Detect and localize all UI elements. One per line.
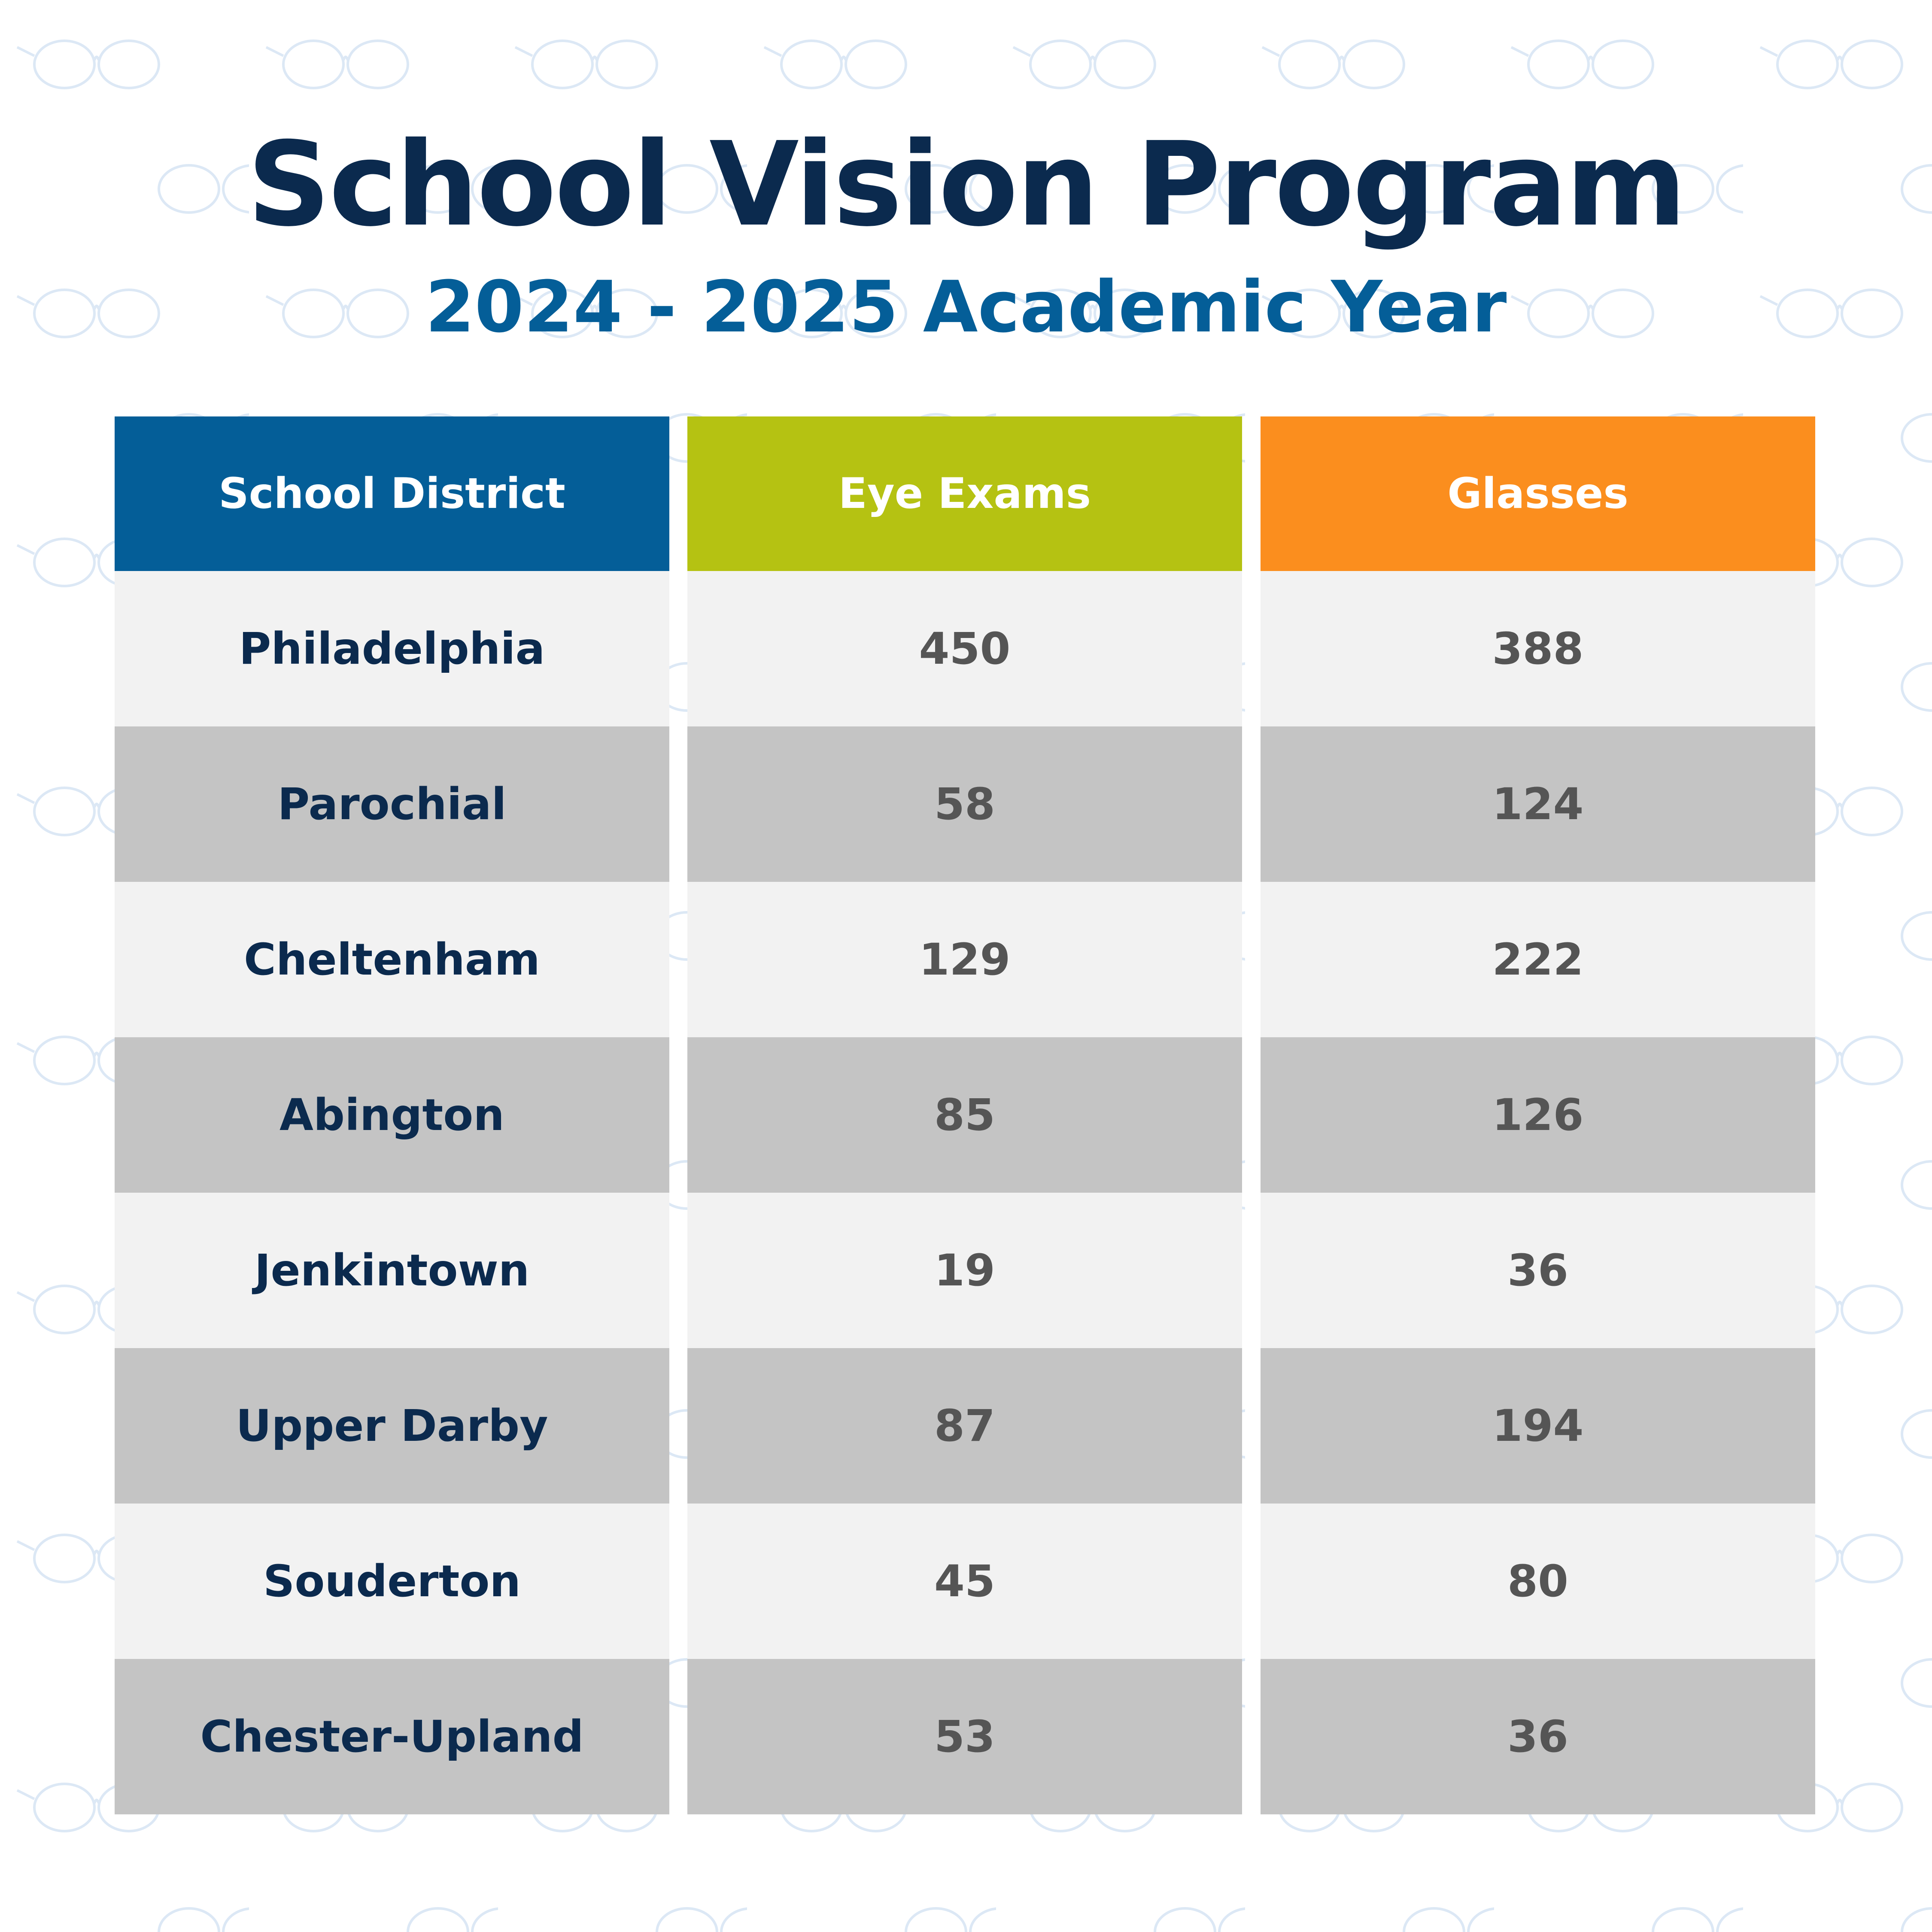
district-name: Souderton: [115, 1504, 669, 1659]
count-cell: 36: [1261, 1659, 1815, 1814]
count-cell: 124: [1261, 726, 1815, 882]
count-cell: 53: [687, 1659, 1242, 1814]
district-name: Parochial: [115, 726, 669, 882]
count-cell: 58: [687, 726, 1242, 882]
district-name: Chester-Upland: [115, 1659, 669, 1814]
district-name: Philadelphia: [115, 571, 669, 726]
count-cell: 129: [687, 882, 1242, 1037]
count-cell: 85: [687, 1037, 1242, 1193]
district-name: Cheltenham: [115, 882, 669, 1037]
count-cell: 36: [1261, 1193, 1815, 1348]
column-header: Glasses: [1261, 416, 1815, 571]
district-name: Jenkintown: [115, 1193, 669, 1348]
count-cell: 19: [687, 1193, 1242, 1348]
district-name: Upper Darby: [115, 1348, 669, 1504]
title: School Vision Program: [247, 117, 1686, 252]
column-header: School District: [115, 416, 669, 571]
count-cell: 450: [687, 571, 1242, 726]
count-cell: 80: [1261, 1504, 1815, 1659]
count-cell: 45: [687, 1504, 1242, 1659]
count-cell: 126: [1261, 1037, 1815, 1193]
subtitle: 2024 - 2025 Academic Year: [425, 266, 1507, 348]
district-name: Abington: [115, 1037, 669, 1193]
count-cell: 388: [1261, 571, 1815, 726]
count-cell: 87: [687, 1348, 1242, 1504]
count-cell: 194: [1261, 1348, 1815, 1504]
column-header: Eye Exams: [687, 416, 1242, 571]
count-cell: 222: [1261, 882, 1815, 1037]
